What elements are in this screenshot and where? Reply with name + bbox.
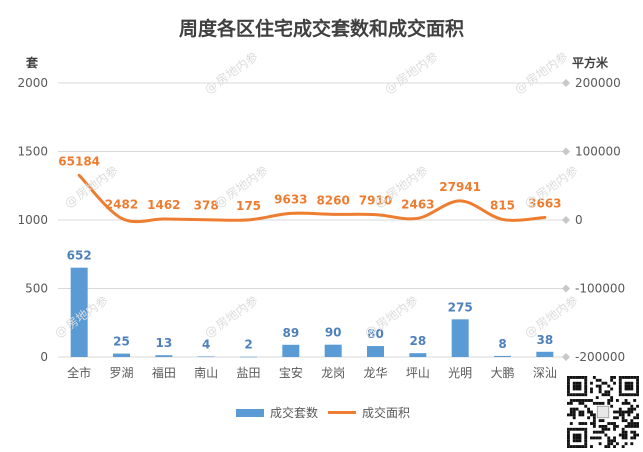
chart-title: 周度各区住宅成交套数和成交面积: [178, 18, 464, 40]
left-tick-label: 1000: [17, 213, 48, 227]
chart-legend: 成交套数 成交面积: [0, 404, 643, 424]
category-label: 坪山: [406, 366, 430, 380]
category-label: 深汕: [533, 366, 557, 380]
bar-data-label: 89: [282, 326, 299, 340]
qr-code-icon: [567, 376, 639, 448]
bar: [451, 319, 469, 357]
legend-bar-swatch: [236, 408, 264, 417]
bar: [367, 346, 384, 357]
line-data-label: 2463: [401, 197, 434, 211]
category-label: 龙岗: [321, 366, 345, 380]
category-label: 盐田: [236, 366, 260, 380]
right-tick-label: -100000: [575, 282, 625, 296]
right-tick-marker: [562, 216, 570, 224]
line-data-label: 3663: [528, 196, 561, 210]
legend-item-line: 成交面积: [328, 404, 410, 421]
category-label: 大鹏: [490, 366, 514, 380]
bar-data-label: 13: [155, 336, 172, 350]
left-axis-unit: 套: [26, 56, 39, 70]
right-axis-unit: 平方米: [572, 56, 609, 70]
line-data-label: 8260: [316, 193, 349, 207]
bar: [155, 355, 173, 357]
legend-line-swatch: [328, 411, 356, 414]
right-tick-marker: [562, 284, 570, 293]
bar-data-label: 652: [67, 249, 92, 263]
left-tick-label: 500: [25, 282, 48, 296]
bar: [409, 353, 427, 357]
line-data-label: 2482: [105, 197, 138, 211]
bar-data-label: 8: [498, 337, 506, 351]
bar-data-label: 2: [244, 338, 252, 352]
right-tick-label: 0: [575, 213, 583, 227]
right-tick-marker: [562, 79, 570, 87]
bar: [536, 351, 554, 357]
line-data-label: 815: [490, 198, 515, 212]
line-data-label: 27941: [439, 180, 481, 194]
left-tick-label: 2000: [17, 76, 48, 90]
line-data-label: 7910: [359, 194, 392, 208]
line-data-label: 65184: [58, 154, 100, 168]
category-label: 南山: [194, 365, 218, 380]
bar: [324, 344, 342, 357]
right-tick-marker: [562, 353, 570, 361]
left-tick-label: 0: [40, 350, 48, 364]
legend-item-bars: 成交套数: [236, 404, 318, 421]
category-label: 光明: [448, 366, 472, 380]
bar-data-label: 28: [409, 334, 426, 348]
right-tick-label: 100000: [575, 145, 621, 159]
line-data-label: 175: [236, 199, 261, 213]
category-label: 罗湖: [109, 365, 133, 380]
bar: [240, 356, 257, 358]
bar-data-label: 4: [202, 337, 210, 351]
line-data-label: 1462: [147, 198, 180, 212]
bar-data-label: 275: [448, 300, 473, 314]
bar-data-label: 25: [113, 335, 130, 349]
right-tick-label: 200000: [575, 76, 621, 90]
right-tick-marker: [562, 147, 570, 156]
left-tick-label: 1500: [17, 145, 48, 159]
area-line-series: [77, 173, 547, 224]
bar: [282, 344, 300, 357]
category-label: 全市: [67, 365, 91, 380]
bar: [113, 353, 130, 357]
legend-label-line: 成交面积: [362, 406, 411, 420]
bar: [494, 355, 511, 357]
right-tick-label: -200000: [575, 350, 625, 364]
bar: [197, 356, 215, 358]
category-label: 宝安: [279, 365, 303, 380]
category-label: 福田: [152, 365, 176, 380]
line-data-label: 378: [194, 199, 219, 213]
bar: [70, 267, 88, 357]
legend-label-bars: 成交套数: [270, 406, 319, 420]
category-label: 龙华: [363, 366, 387, 380]
bar-data-label: 38: [536, 333, 553, 347]
bar-data-label: 80: [367, 327, 384, 341]
line-data-label: 9633: [274, 192, 307, 206]
bar-data-label: 90: [325, 326, 342, 340]
